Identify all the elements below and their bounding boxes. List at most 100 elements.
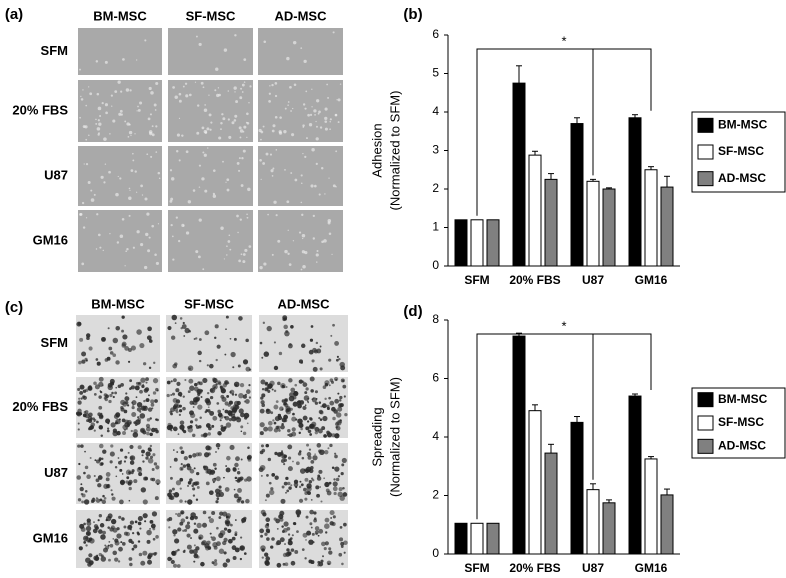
cell bbox=[245, 338, 249, 343]
cell bbox=[305, 515, 309, 519]
cell bbox=[262, 125, 265, 128]
cell bbox=[132, 531, 135, 535]
cell bbox=[284, 399, 288, 402]
cell bbox=[336, 355, 339, 358]
cell bbox=[246, 422, 249, 425]
cell bbox=[229, 248, 232, 251]
bar bbox=[470, 522, 484, 555]
cell bbox=[172, 378, 177, 383]
cell bbox=[173, 563, 177, 568]
cell bbox=[80, 98, 84, 101]
cell bbox=[101, 384, 104, 387]
cell bbox=[176, 451, 179, 453]
cell bbox=[132, 152, 134, 155]
cell bbox=[218, 93, 221, 97]
cell bbox=[98, 376, 104, 382]
cell bbox=[302, 264, 306, 269]
cell bbox=[202, 433, 208, 438]
panel-label: (d) bbox=[403, 303, 422, 320]
cell bbox=[266, 408, 270, 412]
cell bbox=[312, 455, 318, 461]
cell bbox=[286, 407, 291, 412]
cell bbox=[302, 124, 305, 127]
legend-label: SF-MSC bbox=[718, 144, 764, 158]
cell bbox=[139, 389, 143, 394]
cell bbox=[88, 86, 90, 88]
cell bbox=[276, 562, 282, 568]
cell bbox=[317, 564, 320, 567]
cell bbox=[292, 412, 295, 416]
cell bbox=[117, 560, 121, 563]
cell bbox=[146, 418, 151, 422]
cell bbox=[202, 86, 205, 89]
cell bbox=[240, 500, 245, 504]
cell bbox=[88, 346, 93, 351]
cell bbox=[264, 532, 268, 536]
cell bbox=[151, 427, 156, 433]
cell bbox=[214, 559, 218, 563]
micrograph-bg bbox=[168, 146, 253, 206]
cell bbox=[205, 398, 210, 404]
cell bbox=[107, 526, 110, 529]
cell bbox=[287, 481, 291, 486]
cell bbox=[114, 391, 118, 395]
cell bbox=[216, 541, 221, 547]
column-header: SF-MSC bbox=[186, 8, 236, 23]
cell bbox=[321, 426, 326, 431]
cell bbox=[188, 367, 192, 370]
cell bbox=[142, 550, 148, 556]
cell bbox=[322, 385, 327, 389]
cell bbox=[215, 500, 219, 504]
cell bbox=[95, 248, 98, 250]
cell bbox=[116, 241, 120, 244]
cell bbox=[306, 400, 309, 403]
cell bbox=[218, 432, 222, 436]
cell bbox=[155, 125, 158, 128]
cell bbox=[216, 344, 221, 349]
cell bbox=[311, 477, 314, 480]
cell bbox=[119, 177, 122, 180]
cell bbox=[176, 404, 181, 409]
cell bbox=[137, 516, 143, 522]
cell bbox=[179, 466, 184, 471]
cell bbox=[301, 343, 306, 348]
cell bbox=[170, 412, 173, 416]
cell bbox=[147, 407, 153, 412]
cell bbox=[197, 350, 202, 356]
cell bbox=[301, 250, 305, 254]
cell bbox=[290, 172, 293, 174]
cell bbox=[223, 527, 228, 531]
cell bbox=[198, 534, 204, 540]
cell bbox=[146, 529, 152, 536]
cell bbox=[119, 109, 123, 113]
x-tick-label: U87 bbox=[582, 273, 604, 287]
cell bbox=[100, 534, 106, 540]
cell bbox=[98, 529, 103, 534]
cell bbox=[222, 160, 224, 163]
cell bbox=[150, 403, 155, 407]
cell bbox=[108, 558, 111, 562]
cell bbox=[78, 546, 83, 551]
cell bbox=[329, 510, 335, 516]
cell bbox=[314, 114, 316, 116]
cell bbox=[154, 496, 159, 501]
cell bbox=[304, 477, 309, 482]
cell bbox=[83, 535, 89, 542]
cell bbox=[109, 393, 113, 398]
cell bbox=[110, 94, 113, 97]
cell bbox=[101, 499, 107, 505]
cell bbox=[109, 543, 114, 548]
micrograph bbox=[168, 146, 253, 206]
cell bbox=[259, 450, 264, 455]
cell bbox=[149, 444, 153, 448]
cell bbox=[212, 192, 216, 195]
cell bbox=[155, 465, 160, 470]
cell bbox=[178, 117, 181, 119]
cell bbox=[202, 377, 208, 384]
cell bbox=[264, 499, 267, 502]
cell bbox=[155, 535, 159, 539]
x-tick-label: SFM bbox=[464, 273, 489, 287]
micrograph-bg bbox=[258, 210, 343, 272]
cell bbox=[313, 109, 317, 113]
